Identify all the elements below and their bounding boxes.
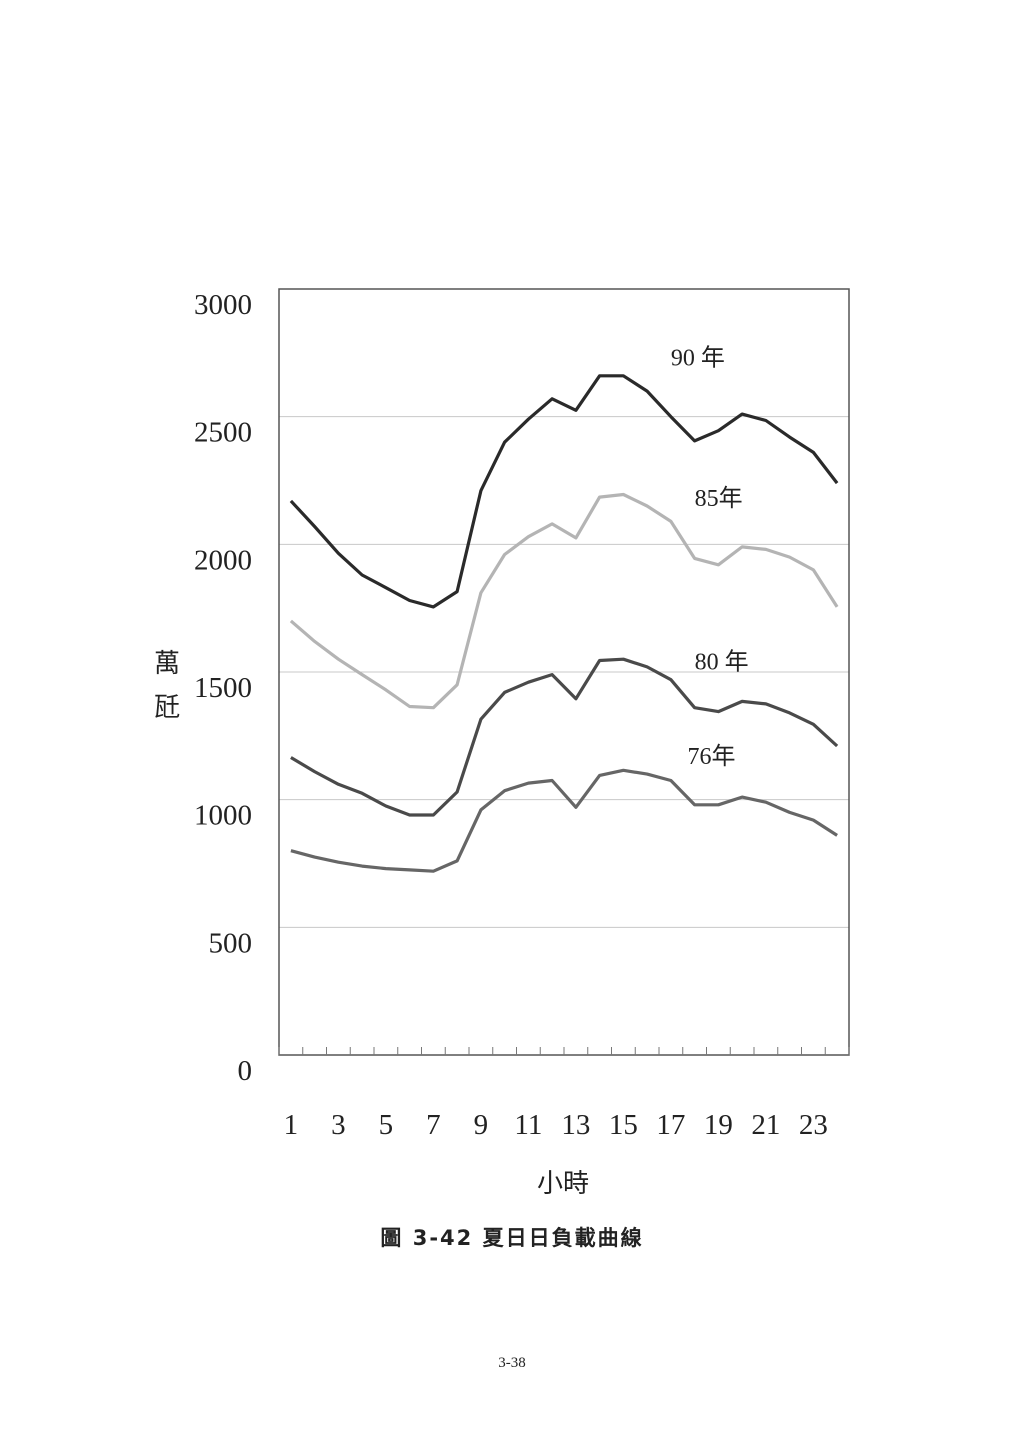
x-tick-label: 1 [284,1109,299,1141]
y-tick-labels: 0 500 1000 1500 2000 2500 3000 [194,289,252,1087]
x-tick-label: 7 [426,1109,441,1141]
series-line-3 [290,768,838,873]
x-tick-label: 17 [656,1109,685,1141]
series-line-2 [290,657,839,817]
series-labels: 90 年 85年 80 年 76年 [671,345,749,770]
x-tick-label: 11 [514,1109,542,1141]
x-axis-title: 小時 [537,1169,589,1199]
grid-lines [279,416,849,928]
x-tick-label: 15 [609,1109,638,1141]
x-tick-labels: 1 3 5 7 9 11 13 15 17 19 21 23 [284,1109,828,1141]
y-tick-label: 2000 [194,544,252,576]
y-tick-label: 3000 [194,289,252,321]
y-tick-label: 0 [238,1055,253,1087]
y-tick-label: 1000 [194,800,252,832]
page-number: 3-38 [498,1355,526,1371]
x-tick-label: 21 [751,1109,780,1141]
series-label-2: 80 年 [695,648,749,675]
series-label-0: 90 年 [671,345,725,372]
x-tick-label: 3 [331,1109,346,1141]
y-axis-title-char-1: 萬 [154,649,180,679]
x-tick-label: 19 [704,1109,733,1141]
y-tick-label: 1500 [194,672,252,704]
series-label-3: 76年 [688,743,736,770]
y-tick-label: 500 [209,927,253,959]
series-lines [289,374,839,873]
figure-caption: 圖 3-42 夏日日負載曲線 [380,1226,644,1250]
x-tick-label: 13 [561,1109,590,1141]
x-tick-marks [278,1047,850,1055]
series-line-1 [289,492,839,710]
x-tick-label: 9 [474,1109,489,1141]
y-tick-label: 2500 [194,417,252,449]
series-line-0 [289,374,839,609]
series-label-1: 85年 [695,485,743,512]
y-axis-title-char-2: 瓩 [154,693,180,723]
x-tick-label: 23 [799,1109,828,1141]
x-tick-label: 5 [379,1109,394,1141]
